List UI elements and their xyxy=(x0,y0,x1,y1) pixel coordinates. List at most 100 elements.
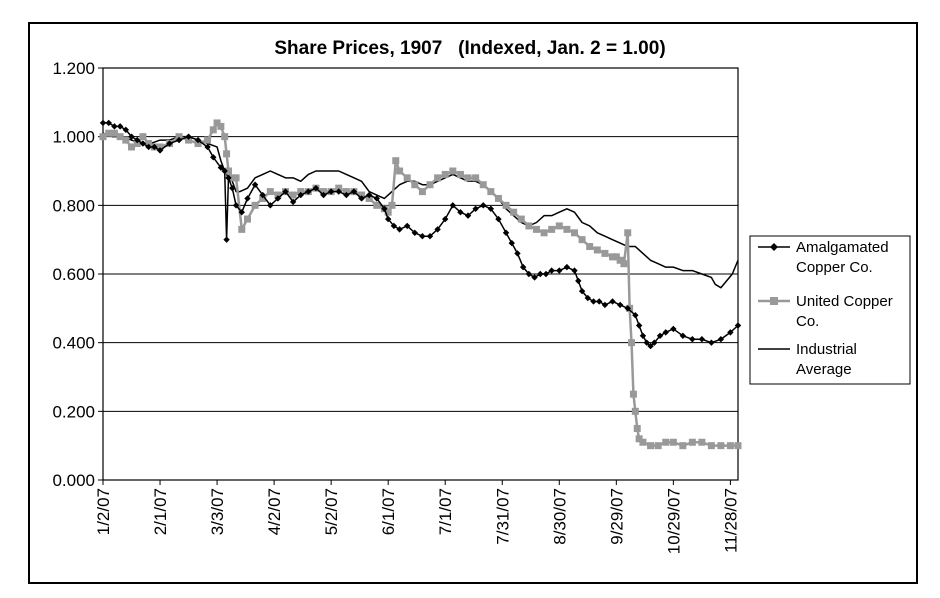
data-point xyxy=(556,267,563,274)
data-point xyxy=(418,188,426,196)
data-point xyxy=(635,435,643,443)
data-point xyxy=(596,298,603,305)
data-point xyxy=(540,229,548,237)
data-point xyxy=(449,202,457,209)
chart-frame: Share Prices, 1907 (Indexed, Jan. 2 = 1.… xyxy=(28,22,918,584)
x-tick-label: 9/29/07 xyxy=(607,488,626,545)
data-point xyxy=(139,133,147,141)
data-point xyxy=(517,215,525,223)
data-point xyxy=(586,243,594,251)
series-layer xyxy=(99,119,742,450)
data-point xyxy=(111,123,118,130)
data-point xyxy=(411,181,419,189)
data-point xyxy=(156,143,164,151)
data-point xyxy=(384,215,392,223)
data-point xyxy=(213,119,221,127)
data-point xyxy=(210,154,217,161)
data-point xyxy=(244,195,251,202)
data-point xyxy=(616,301,624,309)
data-point xyxy=(238,225,246,233)
data-point xyxy=(185,133,192,140)
legend-entry-0: Amalgamated Copper Co. xyxy=(758,239,889,276)
data-point xyxy=(662,438,670,446)
data-point xyxy=(708,339,715,346)
data-point xyxy=(122,126,130,133)
data-point xyxy=(396,226,403,233)
data-point xyxy=(575,277,582,285)
data-point xyxy=(525,270,533,278)
data-point xyxy=(616,256,624,264)
data-point xyxy=(727,329,734,336)
data-point xyxy=(647,342,654,350)
data-point xyxy=(532,225,540,233)
data-point xyxy=(643,339,650,346)
data-point xyxy=(670,325,677,333)
data-point xyxy=(145,140,153,148)
data-point xyxy=(525,222,533,230)
data-point xyxy=(494,194,502,202)
data-point xyxy=(426,181,434,189)
x-tick-label: 1/2/07 xyxy=(94,488,113,535)
data-point xyxy=(726,442,734,450)
data-point xyxy=(327,188,335,195)
data-point xyxy=(274,195,282,202)
data-point xyxy=(656,332,664,339)
data-point xyxy=(403,222,411,230)
data-point xyxy=(563,263,571,271)
data-point xyxy=(411,229,418,236)
data-point xyxy=(442,215,449,223)
data-point xyxy=(259,191,266,199)
data-point xyxy=(350,188,358,195)
x-tick-label: 3/3/07 xyxy=(208,488,227,535)
data-point xyxy=(384,208,392,216)
data-point xyxy=(342,188,350,196)
x-tick-label: 2/1/07 xyxy=(151,488,170,535)
data-point xyxy=(388,201,396,209)
data-point xyxy=(601,249,609,257)
data-point xyxy=(209,126,217,134)
data-point xyxy=(251,181,259,188)
data-point xyxy=(537,270,544,278)
data-point xyxy=(320,188,328,196)
y-axis-ticks: 0.000 0.200 0.400 0.600 0.800 1.000 1.200 xyxy=(52,59,103,490)
data-point xyxy=(289,198,297,206)
data-point xyxy=(624,305,631,312)
data-point xyxy=(373,195,380,202)
data-point xyxy=(590,298,597,305)
x-tick-label: 10/29/07 xyxy=(664,488,683,554)
data-point xyxy=(457,209,464,216)
data-point xyxy=(282,188,289,195)
data-point xyxy=(297,188,305,196)
series-2 xyxy=(102,132,739,289)
x-tick-label: 5/2/07 xyxy=(322,488,341,535)
data-point xyxy=(392,157,400,165)
legend-entry-2: Industrial Average xyxy=(758,341,857,378)
data-point xyxy=(320,191,327,199)
series-1 xyxy=(99,119,742,450)
series-line xyxy=(102,121,738,447)
legend: Amalgamated Copper Co. United Copper Co. Ind… xyxy=(749,235,911,385)
legend-label: Industrial Average xyxy=(796,341,857,378)
legend-swatch-marker xyxy=(770,297,778,305)
legend-swatch-marker xyxy=(770,243,778,251)
data-point xyxy=(232,174,240,182)
data-point xyxy=(688,438,696,446)
data-point xyxy=(145,143,152,151)
data-point xyxy=(128,143,136,151)
data-point xyxy=(639,438,647,446)
data-point xyxy=(639,332,647,339)
data-point xyxy=(698,438,706,446)
data-point xyxy=(612,253,620,261)
y-tick-label: 0.400 xyxy=(52,334,95,353)
x-tick-label: 7/1/07 xyxy=(436,488,455,535)
data-point xyxy=(343,191,350,199)
data-point xyxy=(221,133,229,141)
data-point xyxy=(578,287,586,295)
data-point xyxy=(734,442,742,450)
data-point xyxy=(479,181,487,189)
data-point xyxy=(632,312,639,319)
data-point xyxy=(609,298,616,305)
data-point xyxy=(514,250,521,257)
x-axis-ticks: 1/2/07 2/1/07 3/3/07 4/2/07 5/2/07 6/1/07 7/1/… xyxy=(94,480,740,554)
data-point xyxy=(232,202,240,209)
